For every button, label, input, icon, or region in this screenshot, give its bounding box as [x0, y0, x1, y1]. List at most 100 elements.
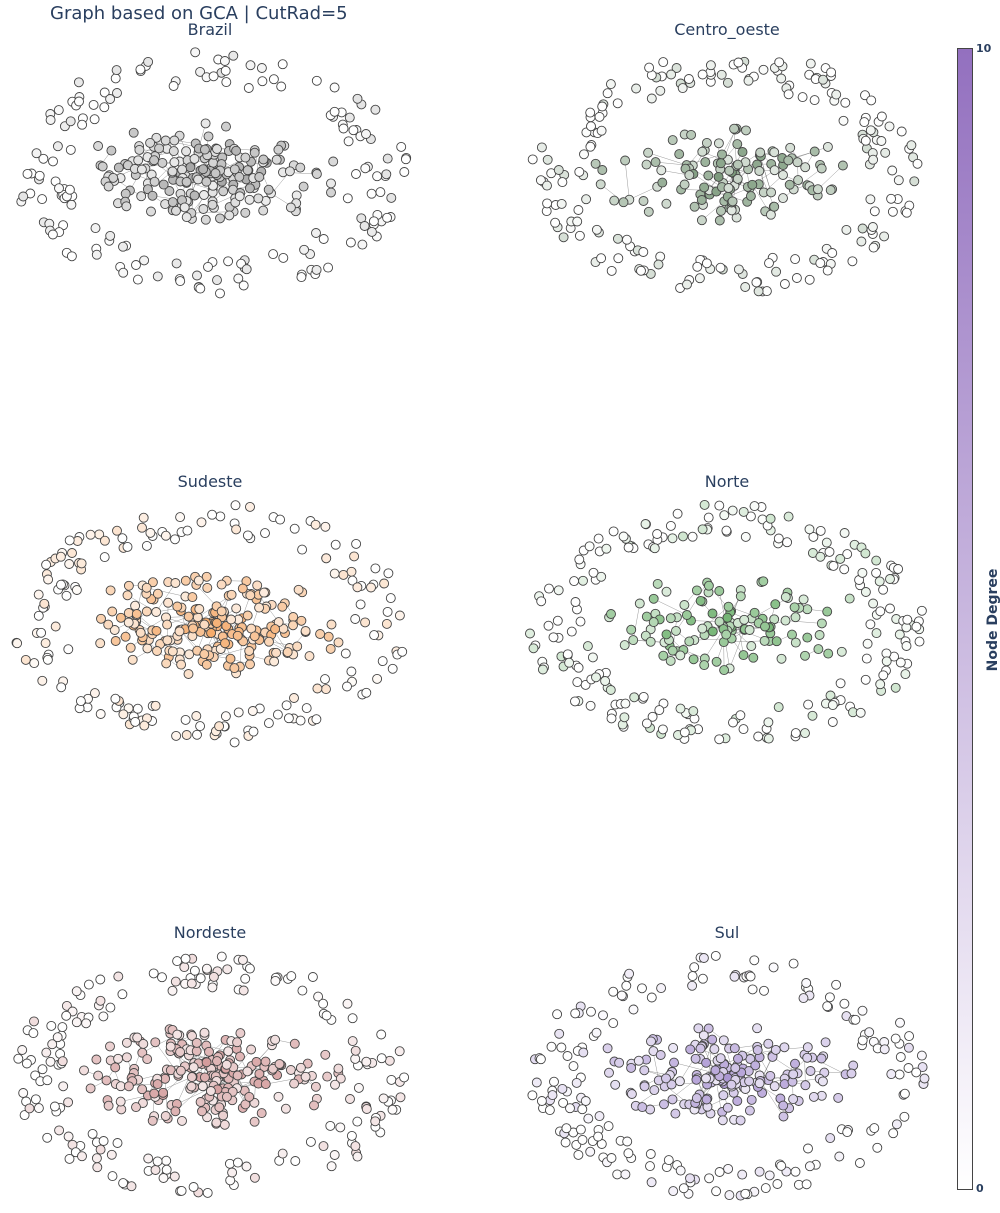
graph-node: [245, 964, 254, 973]
graph-node: [753, 1046, 762, 1055]
graph-node: [698, 624, 707, 633]
graph-node: [38, 195, 47, 204]
graph-node: [387, 193, 396, 202]
graph-node: [232, 604, 241, 613]
graph-node: [124, 1082, 133, 1091]
graph-node: [341, 649, 350, 658]
graph-node: [221, 66, 230, 75]
graph-node: [362, 130, 371, 139]
graph-node: [78, 120, 87, 129]
graph-node: [53, 142, 62, 151]
graph-node: [780, 1043, 789, 1052]
graph-node: [719, 1036, 728, 1045]
graph-node: [876, 607, 885, 616]
graph-node: [227, 590, 236, 599]
graph-node: [331, 1080, 340, 1089]
graph-node: [50, 1102, 59, 1111]
graph-node: [351, 1142, 360, 1151]
graph-node: [96, 1145, 105, 1154]
graph-node: [53, 1033, 62, 1042]
graph-node: [278, 60, 287, 69]
graph-node: [582, 195, 591, 204]
graph-node: [290, 524, 299, 533]
graph-node: [814, 645, 823, 654]
graph-node: [912, 622, 921, 631]
graph-node: [65, 185, 74, 194]
graph-node: [694, 1024, 703, 1033]
graph-node: [863, 639, 872, 648]
graph-node: [312, 229, 321, 238]
graph-node: [762, 287, 771, 296]
graph-node: [371, 564, 380, 573]
graph-node: [781, 616, 790, 625]
graph-node: [604, 1122, 613, 1131]
graph-node: [220, 57, 229, 66]
graph-node: [177, 660, 186, 669]
graph-node: [136, 628, 145, 637]
graph-node: [243, 1067, 252, 1076]
graph-node: [635, 599, 644, 608]
graph-node: [609, 987, 618, 996]
graph-node: [351, 1046, 360, 1055]
graph-node: [641, 520, 650, 529]
graph-node: [66, 117, 75, 126]
graph-node: [828, 249, 837, 258]
graph-node: [551, 218, 560, 227]
graph-node: [902, 642, 911, 651]
graph-node: [376, 188, 385, 197]
graph-node: [217, 952, 226, 961]
graph-node: [176, 277, 185, 286]
graph-node: [324, 263, 333, 272]
graph-node: [298, 545, 307, 554]
graph-node: [255, 603, 264, 612]
graph-node: [840, 999, 849, 1008]
graph-node: [825, 993, 834, 1002]
graph-node: [845, 594, 854, 603]
graph-node: [711, 951, 720, 960]
graph-node: [92, 1055, 101, 1064]
graph-node: [203, 1188, 212, 1197]
graph-node: [529, 644, 538, 653]
graph-node: [231, 501, 240, 510]
graph-node: [161, 1112, 170, 1121]
graph-node: [581, 1097, 590, 1106]
graph-node: [159, 180, 168, 189]
graph-node: [236, 1029, 245, 1038]
graph-node: [395, 1047, 404, 1056]
graph-node: [727, 1080, 736, 1089]
graph-node: [739, 651, 748, 660]
graph-node: [233, 1038, 242, 1047]
graph-node: [112, 66, 121, 75]
graph-node: [896, 1053, 905, 1062]
network-graph: [0, 941, 420, 1211]
graph-node: [606, 686, 615, 695]
graph-node: [621, 699, 630, 708]
graph-node: [330, 107, 339, 116]
graph-node: [373, 674, 382, 683]
graph-node: [119, 710, 128, 719]
graph-node: [708, 1035, 717, 1044]
graph-node: [297, 273, 306, 282]
graph-node: [182, 213, 191, 222]
graph-node: [230, 738, 239, 747]
graph-node: [400, 168, 409, 177]
graph-node: [322, 1011, 331, 1020]
graph-node: [720, 511, 729, 520]
graph-node: [858, 568, 867, 577]
graph-node: [142, 541, 151, 550]
graph-node: [276, 515, 285, 524]
graph-node: [734, 1054, 743, 1063]
graph-node: [567, 627, 576, 636]
graph-node: [754, 732, 763, 741]
graph-node: [199, 165, 208, 174]
graph-node: [779, 1101, 788, 1110]
graph-node: [668, 534, 677, 543]
graph-node: [209, 72, 218, 81]
graph-node: [566, 1104, 575, 1113]
graph-node: [290, 1039, 299, 1048]
graph-node: [877, 137, 886, 146]
graph-node: [173, 957, 182, 966]
graph-node: [873, 1143, 882, 1152]
graph-node: [554, 586, 563, 595]
graph-node: [250, 1173, 259, 1182]
